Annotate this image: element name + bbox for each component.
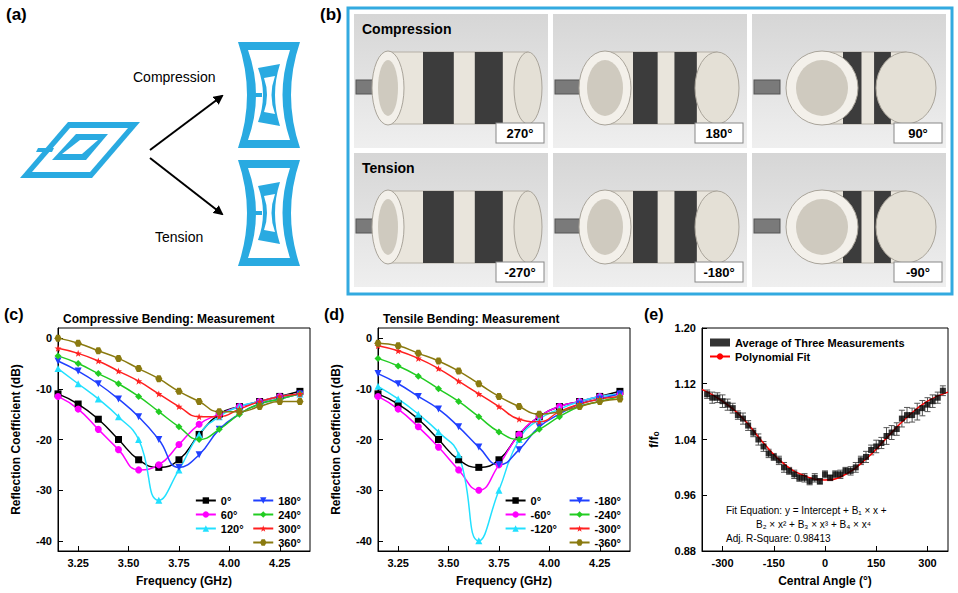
svg-text:Adj. R-Square: 0.98413: Adj. R-Square: 0.98413 bbox=[726, 533, 831, 544]
svg-text:4.25: 4.25 bbox=[589, 557, 610, 569]
svg-text:Frequency (GHz): Frequency (GHz) bbox=[136, 574, 232, 588]
svg-text:-30: -30 bbox=[356, 484, 372, 496]
svg-text:-40: -40 bbox=[36, 535, 52, 547]
svg-text:-150: -150 bbox=[763, 557, 785, 569]
svg-text:270°: 270° bbox=[507, 126, 534, 141]
svg-text:-270°: -270° bbox=[504, 265, 535, 280]
svg-text:Reflection Coefficient (dB): Reflection Coefficient (dB) bbox=[329, 364, 343, 515]
svg-text:-40: -40 bbox=[356, 535, 372, 547]
svg-text:3.25: 3.25 bbox=[387, 557, 408, 569]
svg-text:-300°: -300° bbox=[595, 523, 621, 535]
svg-text:-20: -20 bbox=[36, 434, 52, 446]
svg-text:3.25: 3.25 bbox=[67, 557, 88, 569]
svg-text:300°: 300° bbox=[278, 523, 301, 535]
svg-text:Tension: Tension bbox=[362, 160, 415, 176]
svg-text:-180°: -180° bbox=[703, 265, 734, 280]
svg-text:0.96: 0.96 bbox=[675, 489, 696, 501]
svg-text:-180°: -180° bbox=[595, 495, 621, 507]
svg-text:120°: 120° bbox=[221, 523, 244, 535]
svg-text:Reflection Coefficient (dB): Reflection Coefficient (dB) bbox=[9, 364, 23, 515]
svg-text:-10: -10 bbox=[36, 383, 52, 395]
svg-text:0: 0 bbox=[822, 557, 828, 569]
svg-text:Compression: Compression bbox=[133, 69, 215, 85]
svg-text:3.75: 3.75 bbox=[168, 557, 189, 569]
svg-text:3.50: 3.50 bbox=[438, 557, 459, 569]
svg-text:-120°: -120° bbox=[531, 523, 557, 535]
svg-text:240°: 240° bbox=[278, 509, 301, 521]
svg-text:-10: -10 bbox=[356, 383, 372, 395]
svg-text:Tensile Bending: Measurement: Tensile Bending: Measurement bbox=[383, 312, 559, 326]
svg-text:Frequency (GHz): Frequency (GHz) bbox=[456, 574, 552, 588]
svg-text:(d): (d) bbox=[324, 306, 344, 323]
svg-text:4.25: 4.25 bbox=[269, 557, 290, 569]
svg-text:Fit Equation: y = Intercept +: Fit Equation: y = Intercept + B₁ × x + bbox=[726, 505, 887, 516]
svg-text:1.04: 1.04 bbox=[675, 434, 697, 446]
svg-text:-240°: -240° bbox=[595, 509, 621, 521]
svg-text:0: 0 bbox=[366, 332, 372, 344]
svg-text:90°: 90° bbox=[908, 126, 928, 141]
svg-text:0°: 0° bbox=[531, 495, 542, 507]
svg-text:-30: -30 bbox=[36, 484, 52, 496]
svg-text:(a): (a) bbox=[6, 5, 27, 24]
svg-text:(e): (e) bbox=[644, 306, 664, 323]
svg-text:Tension: Tension bbox=[155, 229, 203, 245]
svg-text:150: 150 bbox=[867, 557, 885, 569]
svg-text:-360°: -360° bbox=[595, 537, 621, 549]
svg-text:360°: 360° bbox=[278, 537, 301, 549]
svg-text:3.50: 3.50 bbox=[118, 557, 139, 569]
svg-text:180°: 180° bbox=[278, 495, 301, 507]
svg-text:300: 300 bbox=[918, 557, 936, 569]
svg-text:1.20: 1.20 bbox=[675, 322, 696, 334]
svg-text:(c): (c) bbox=[4, 306, 24, 323]
svg-text:Compression: Compression bbox=[362, 21, 451, 37]
svg-text:Central Angle (°): Central Angle (°) bbox=[778, 574, 872, 588]
svg-text:Polynomial Fit: Polynomial Fit bbox=[735, 351, 811, 363]
svg-text:0: 0 bbox=[46, 332, 52, 344]
svg-text:Average of Three Measurements: Average of Three Measurements bbox=[735, 337, 905, 349]
svg-text:0°: 0° bbox=[221, 495, 232, 507]
svg-text:-300: -300 bbox=[711, 557, 733, 569]
svg-text:1.12: 1.12 bbox=[675, 378, 696, 390]
svg-text:180°: 180° bbox=[706, 126, 733, 141]
svg-text:Compressive Bending: Measureme: Compressive Bending: Measurement bbox=[63, 312, 274, 326]
svg-text:60°: 60° bbox=[221, 509, 238, 521]
svg-text:-20: -20 bbox=[356, 434, 372, 446]
svg-text:-60°: -60° bbox=[531, 509, 551, 521]
svg-text:B₂ × x² + B₃ × x³ + B₄ × x⁴: B₂ × x² + B₃ × x³ + B₄ × x⁴ bbox=[756, 519, 871, 530]
svg-text:f/fₒ: f/fₒ bbox=[647, 431, 661, 447]
svg-text:0.88: 0.88 bbox=[675, 545, 696, 557]
svg-text:4.00: 4.00 bbox=[539, 557, 560, 569]
svg-text:(b): (b) bbox=[320, 5, 342, 24]
svg-text:-90°: -90° bbox=[906, 265, 930, 280]
svg-text:4.00: 4.00 bbox=[219, 557, 240, 569]
svg-text:3.75: 3.75 bbox=[488, 557, 509, 569]
